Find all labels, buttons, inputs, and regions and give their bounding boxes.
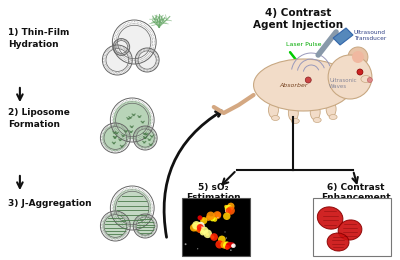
Circle shape (197, 227, 202, 233)
Circle shape (204, 230, 212, 238)
Text: 2) Liposome
Formation: 2) Liposome Formation (8, 108, 70, 129)
Ellipse shape (326, 101, 336, 117)
Circle shape (211, 235, 214, 239)
Circle shape (227, 242, 233, 248)
Ellipse shape (291, 119, 299, 123)
Circle shape (210, 233, 218, 241)
Circle shape (231, 243, 236, 248)
Text: 1) Thin-Film
Hydration: 1) Thin-Film Hydration (8, 28, 69, 49)
Circle shape (226, 243, 230, 247)
Circle shape (231, 245, 234, 248)
Circle shape (224, 231, 226, 232)
Circle shape (115, 23, 154, 61)
Ellipse shape (254, 59, 353, 111)
FancyBboxPatch shape (313, 198, 391, 256)
Circle shape (197, 224, 204, 231)
Circle shape (230, 242, 235, 248)
Ellipse shape (338, 220, 362, 240)
Circle shape (226, 206, 235, 215)
Circle shape (198, 215, 202, 220)
Ellipse shape (317, 207, 343, 229)
Circle shape (226, 237, 227, 239)
Circle shape (225, 245, 230, 250)
Circle shape (215, 212, 221, 218)
Circle shape (220, 241, 228, 249)
Circle shape (137, 49, 158, 70)
Circle shape (213, 211, 221, 219)
Circle shape (102, 125, 128, 151)
Circle shape (201, 227, 208, 234)
Circle shape (225, 205, 232, 213)
Circle shape (113, 101, 152, 139)
Ellipse shape (310, 104, 320, 120)
Circle shape (226, 208, 232, 214)
Circle shape (216, 240, 224, 249)
Text: 4) Contrast
Agent Injection: 4) Contrast Agent Injection (253, 8, 343, 30)
Text: 5) sO₂
Estimation: 5) sO₂ Estimation (186, 183, 241, 202)
Circle shape (113, 189, 152, 227)
Ellipse shape (288, 105, 298, 121)
Circle shape (102, 213, 128, 239)
Circle shape (328, 55, 372, 99)
Text: Absorber: Absorber (279, 83, 308, 88)
Circle shape (210, 216, 215, 222)
Circle shape (225, 210, 228, 213)
Circle shape (230, 249, 232, 251)
Circle shape (206, 215, 211, 221)
Circle shape (196, 222, 205, 230)
Circle shape (224, 205, 228, 208)
Ellipse shape (327, 233, 349, 251)
Circle shape (217, 217, 218, 218)
Circle shape (135, 216, 156, 237)
Ellipse shape (272, 115, 280, 120)
Text: 3) J-Aggregation: 3) J-Aggregation (8, 199, 92, 208)
Circle shape (202, 218, 204, 221)
Circle shape (135, 127, 156, 148)
Circle shape (357, 69, 363, 75)
Circle shape (206, 212, 215, 220)
Circle shape (192, 221, 201, 230)
Circle shape (201, 226, 203, 228)
Ellipse shape (329, 114, 337, 120)
Circle shape (194, 223, 200, 229)
Circle shape (227, 203, 234, 210)
Text: Ultrasonic
Waves: Ultrasonic Waves (329, 78, 357, 89)
Circle shape (305, 77, 311, 83)
Text: 6) Contrast
Enhancement: 6) Contrast Enhancement (321, 183, 391, 202)
Circle shape (206, 233, 209, 236)
Circle shape (200, 217, 207, 224)
Circle shape (212, 217, 217, 222)
Circle shape (190, 224, 198, 232)
Circle shape (193, 224, 200, 231)
Circle shape (195, 224, 200, 229)
Ellipse shape (361, 75, 371, 82)
Circle shape (193, 223, 197, 227)
Circle shape (368, 77, 372, 82)
Text: Laser Pulse: Laser Pulse (286, 42, 322, 47)
Circle shape (185, 243, 186, 245)
Polygon shape (333, 28, 353, 45)
Circle shape (348, 47, 368, 67)
Circle shape (223, 241, 231, 249)
Circle shape (104, 47, 130, 73)
Text: Ultrasound
Transducer: Ultrasound Transducer (354, 30, 386, 41)
Circle shape (218, 236, 226, 243)
Circle shape (352, 51, 364, 63)
Ellipse shape (313, 118, 321, 122)
Circle shape (197, 248, 198, 249)
Circle shape (223, 212, 230, 220)
Ellipse shape (268, 102, 278, 118)
FancyBboxPatch shape (182, 198, 250, 256)
Circle shape (200, 230, 206, 236)
Circle shape (114, 40, 129, 54)
